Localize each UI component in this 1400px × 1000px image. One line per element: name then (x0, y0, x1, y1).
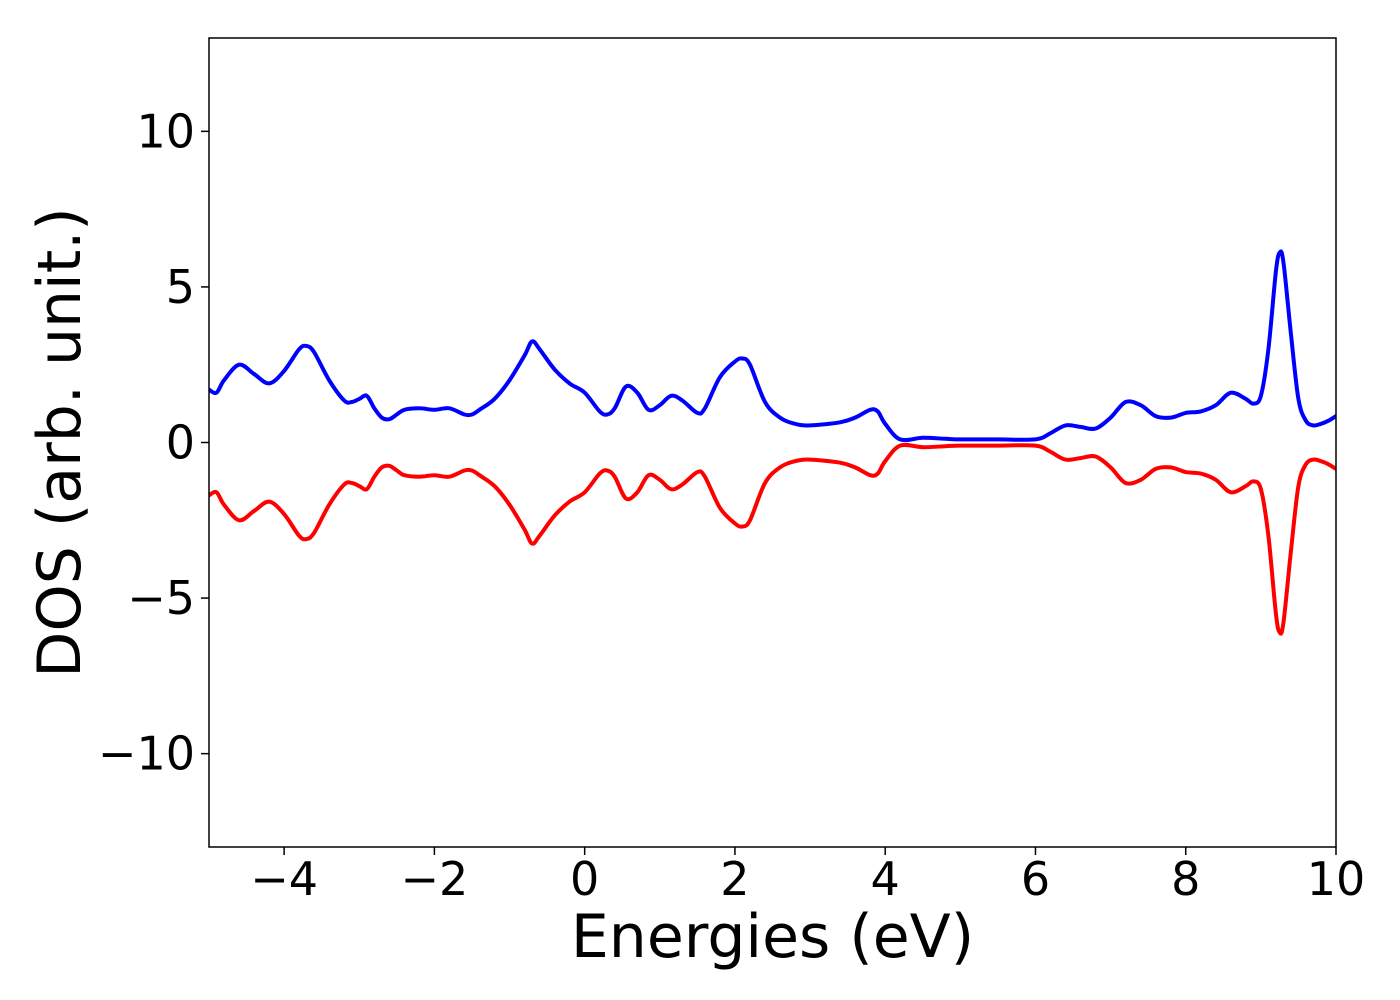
series-line-blue (209, 249, 1336, 443)
x-tick-label: −4 (250, 852, 318, 906)
x-tick-label: 6 (1021, 852, 1050, 906)
y-axis-ticks: −10 −5 0 5 10 (98, 104, 209, 781)
x-tick-label: −2 (400, 852, 468, 906)
y-tick-label: 0 (166, 416, 195, 470)
y-tick-label: 5 (166, 260, 195, 314)
x-tick-label: 0 (570, 852, 599, 906)
x-tick-label: 4 (871, 852, 900, 906)
x-tick-label: 10 (1307, 852, 1366, 906)
series-line-red (209, 442, 1336, 636)
y-tick-label: −10 (98, 727, 195, 781)
y-tick-label: 10 (136, 104, 195, 158)
y-axis-label: DOS (arb. unit.) (25, 207, 95, 677)
plot-area (209, 249, 1336, 636)
x-axis-label: Energies (eV) (571, 902, 974, 972)
x-tick-label: 2 (720, 852, 749, 906)
x-tick-label: 8 (1171, 852, 1200, 906)
y-tick-label: −5 (127, 571, 195, 625)
x-axis-ticks: −4 −2 0 2 4 6 8 10 (250, 847, 1365, 906)
plot-frame (208, 37, 1337, 848)
